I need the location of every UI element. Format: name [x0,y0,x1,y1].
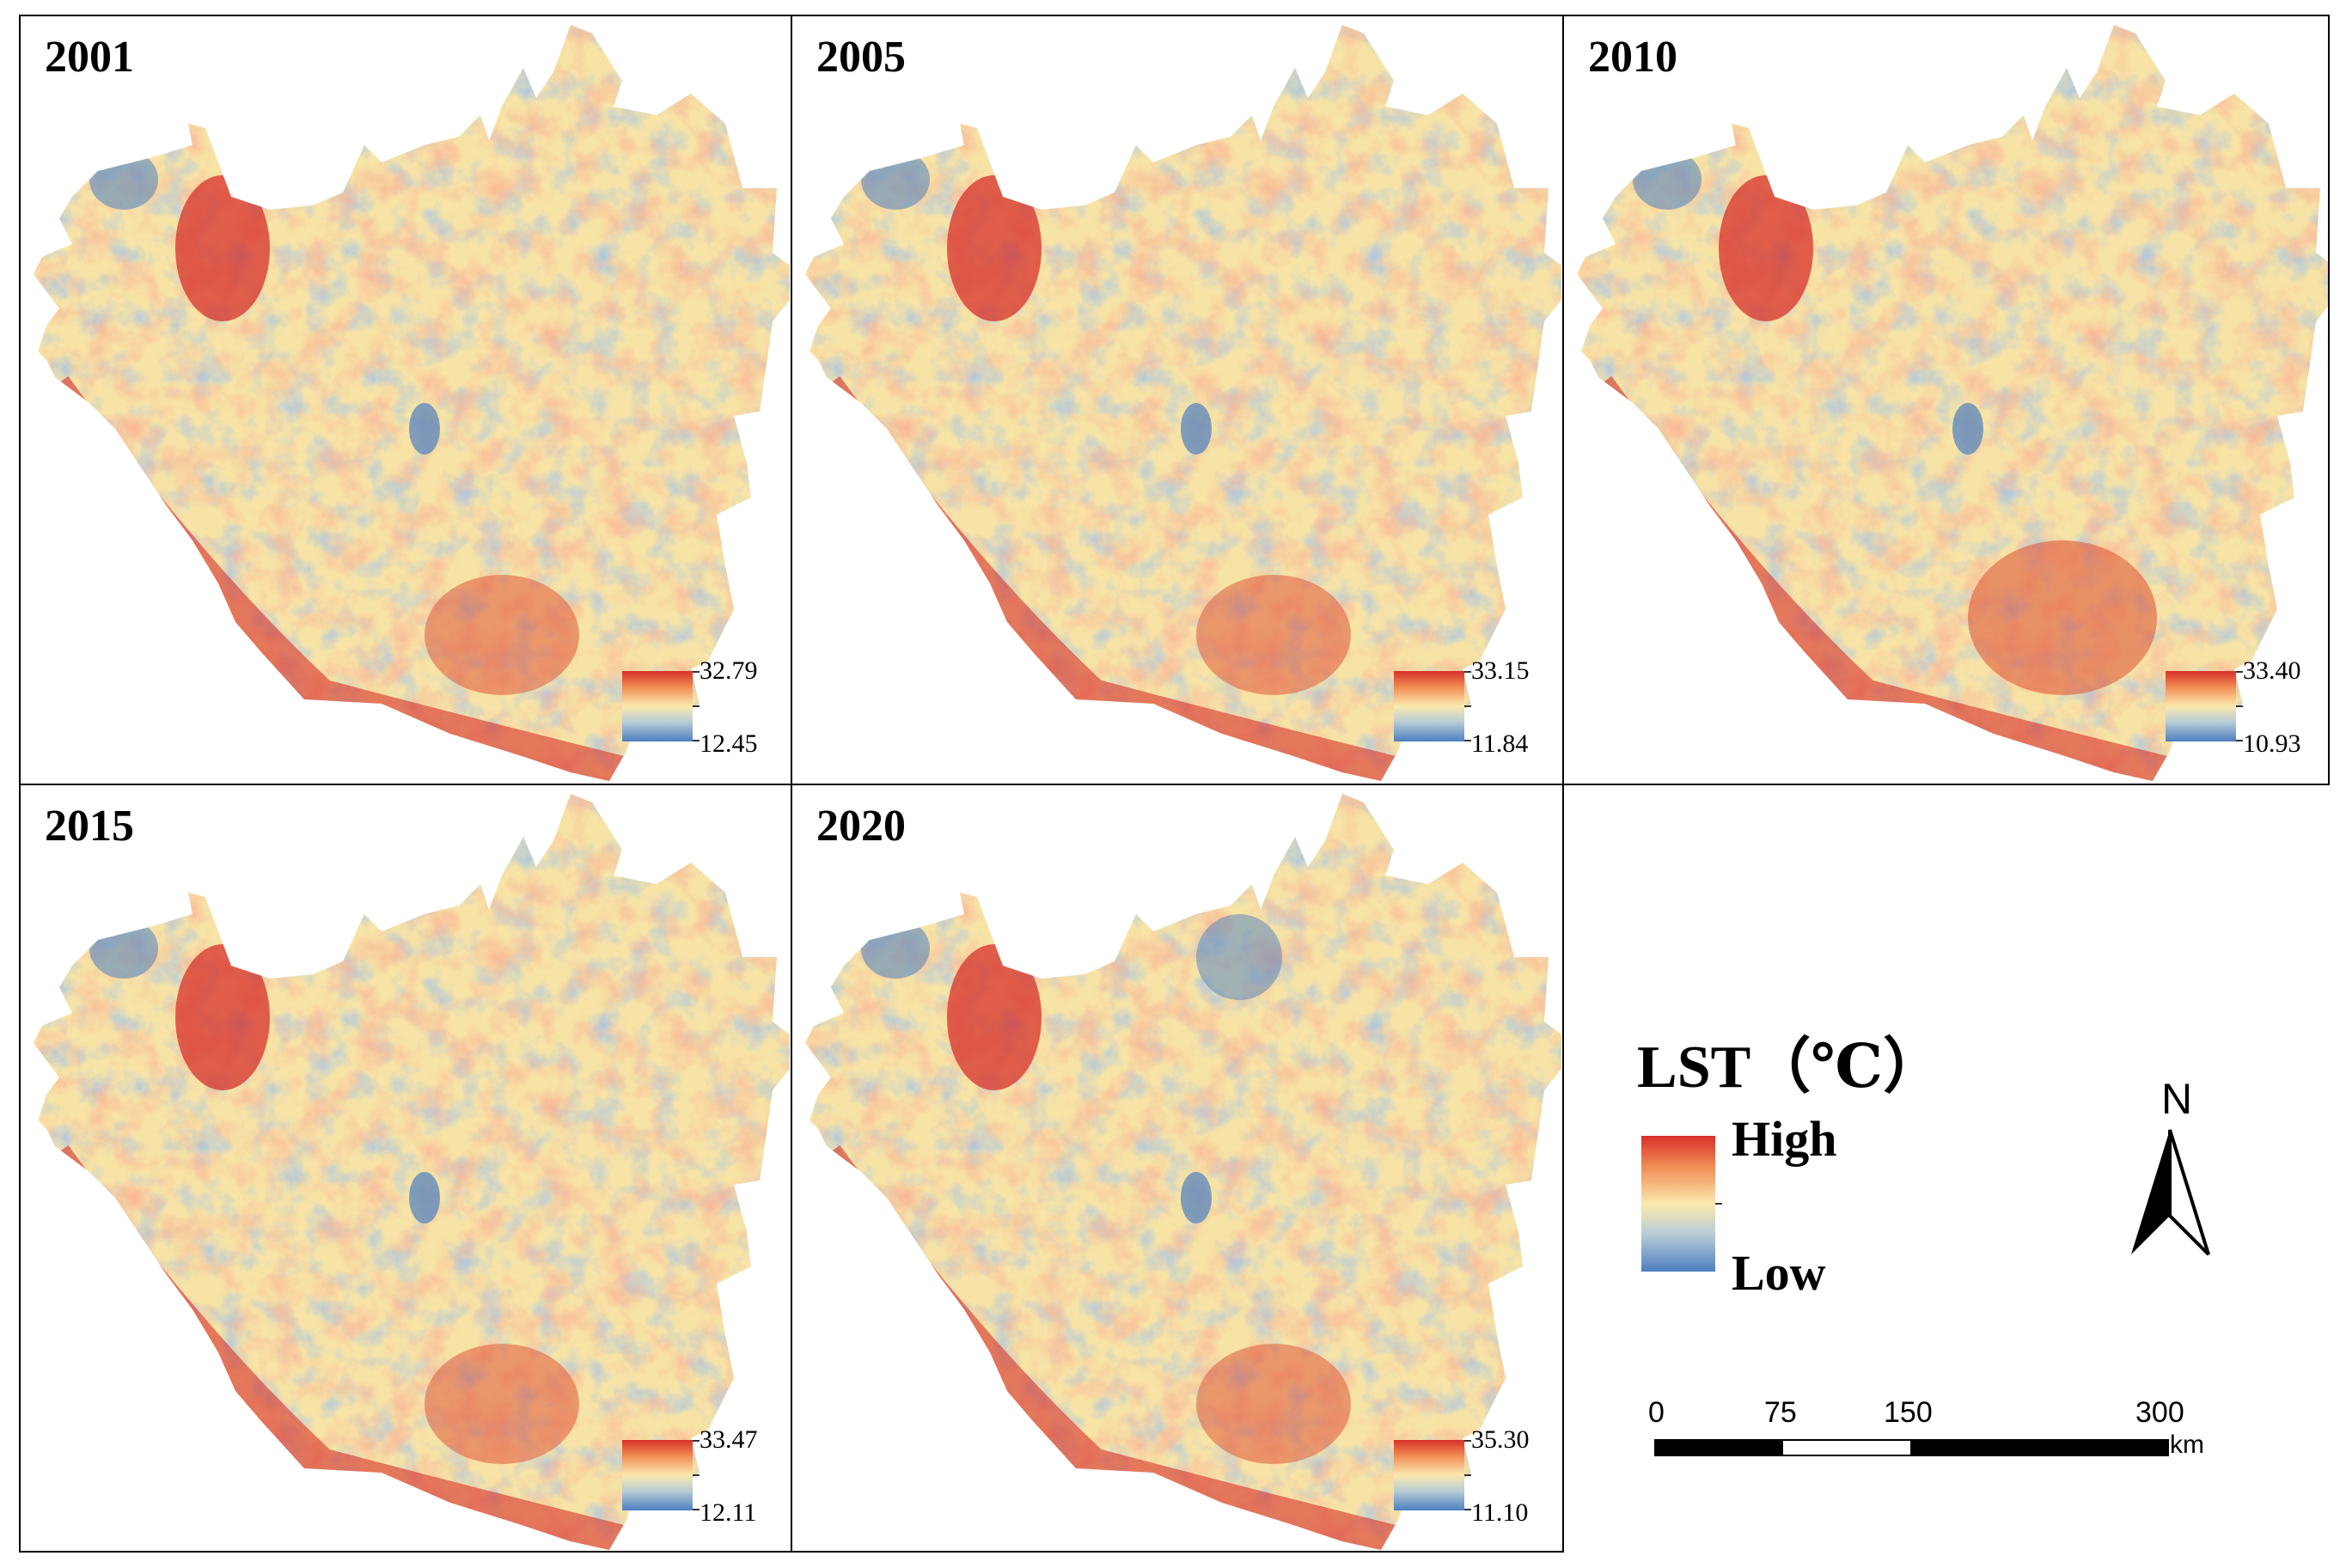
min-value: 12.45 [700,729,758,758]
max-value: 32.79 [700,656,758,685]
ramp-tick-min [1464,1509,1471,1510]
value-ramp [622,1440,693,1510]
ramp-tick-max [2236,671,2243,673]
year-label: 2015 [45,802,134,851]
lst-map [805,794,1561,1550]
scale-bar [1654,1439,2169,1456]
scale-unit: km [2170,1431,2204,1459]
ramp-tick-mid [693,1474,700,1476]
value-ramp [2166,671,2236,741]
lst-map [805,25,1561,781]
scale-label-75: 75 [1764,1396,1797,1429]
map-panel-2020: 2020 35.30 11.10 [791,784,1564,1553]
legend-high-label: High [1732,1111,1837,1167]
ramp-tick-max [693,671,700,673]
ramp-tick-max [693,1440,700,1442]
north-label: N [2161,1075,2193,1123]
lst-map [34,25,790,781]
north-arrow-icon [2131,1129,2210,1256]
year-label: 2010 [1588,33,1677,82]
ramp-tick-mid [693,705,700,707]
year-label: 2001 [45,33,134,82]
legend-mid-tick [1715,1203,1722,1205]
map-panel-2001: 2001 32.79 12.45 [19,15,792,785]
map-panel-2005: 2005 33.15 11.84 [791,15,1564,785]
ramp-tick-max [1464,671,1471,673]
lst-map [1577,25,2328,781]
ramp-tick-min [2236,740,2243,741]
max-value: 33.40 [2243,656,2301,685]
min-value: 11.10 [1471,1498,1529,1527]
ramp-tick-mid [1464,1474,1471,1476]
ramp-tick-mid [2236,705,2243,707]
value-ramp [622,671,693,741]
max-value: 33.15 [1471,656,1530,685]
ramp-tick-max [1464,1440,1471,1442]
legend-color-ramp [1641,1136,1715,1272]
min-value: 12.11 [700,1498,757,1527]
scale-label-300: 300 [2135,1396,2184,1429]
map-panel-2010: 2010 33.40 10.93 [1562,15,2330,785]
ramp-tick-min [1464,740,1471,741]
scale-label-150: 150 [1884,1396,1933,1429]
legend-low-label: Low [1732,1245,1826,1301]
max-value: 33.47 [700,1425,758,1454]
value-ramp [1394,671,1464,741]
min-value: 11.84 [1471,729,1529,758]
ramp-tick-min [693,740,700,741]
ramp-tick-mid [1464,705,1471,707]
map-panel-2015: 2015 33.47 12.11 [19,784,792,1553]
value-ramp [1394,1440,1464,1510]
min-value: 10.93 [2243,729,2301,758]
max-value: 35.30 [1471,1425,1530,1454]
year-label: 2020 [816,802,906,851]
lst-map [34,794,790,1550]
year-label: 2005 [816,33,906,82]
ramp-tick-min [693,1509,700,1510]
scale-label-0: 0 [1648,1396,1665,1429]
legend-title: LST（℃） [1637,1034,1944,1101]
